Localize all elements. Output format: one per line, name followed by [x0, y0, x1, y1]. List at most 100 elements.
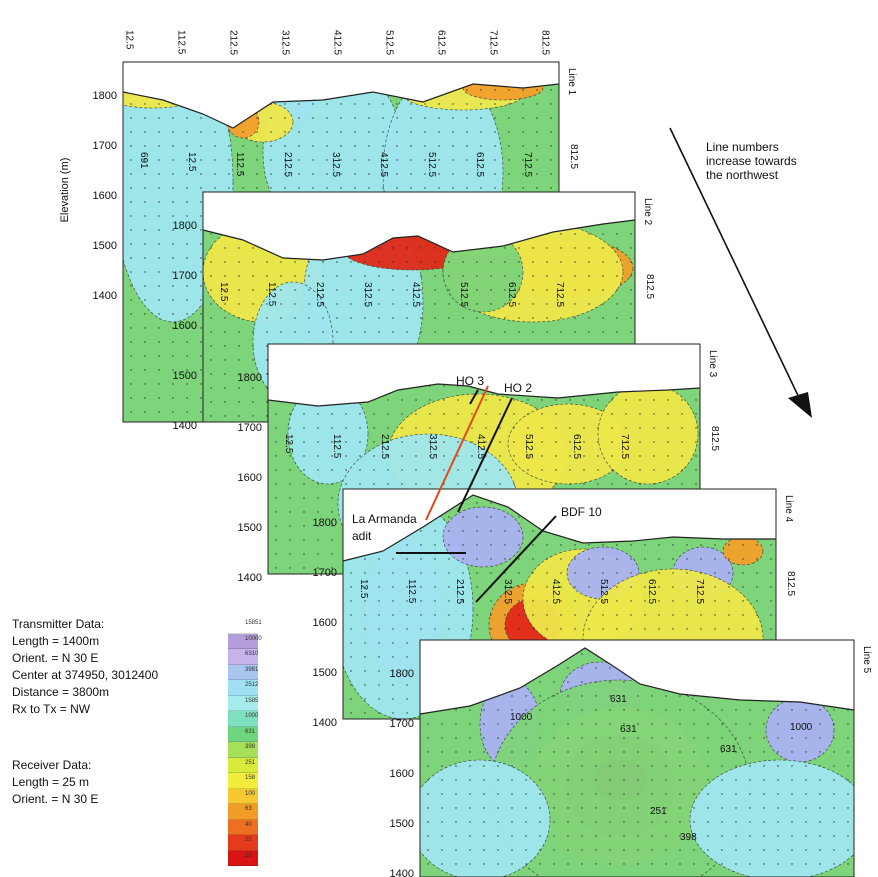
station-dot	[695, 469, 697, 471]
station-dot	[763, 821, 765, 823]
station-dot	[583, 413, 585, 415]
direction-arrow-head	[788, 392, 812, 418]
station-dot	[448, 516, 450, 518]
station-dot	[210, 289, 212, 291]
elevation-tick: 1500	[238, 522, 262, 534]
station-dot	[609, 751, 611, 753]
station-dot	[270, 145, 272, 147]
station-dot	[368, 131, 370, 133]
station-dot	[469, 709, 471, 711]
station-label: 512.5	[426, 152, 437, 177]
arrow-note-line-3: the northwest	[706, 168, 779, 182]
station-dot	[497, 737, 499, 739]
station-dot	[630, 247, 632, 249]
station-dot	[158, 341, 160, 343]
station-dot	[791, 779, 793, 781]
station-dot	[490, 600, 492, 602]
contour-region	[722, 536, 764, 566]
station-dot	[672, 614, 674, 616]
station-dot	[345, 441, 347, 443]
arrow-note-line-1: Line numbers	[706, 140, 779, 154]
station-dot	[158, 411, 160, 413]
station-dot	[373, 413, 375, 415]
station-dot	[359, 455, 361, 457]
station-dot	[406, 656, 408, 658]
station-dot	[345, 455, 347, 457]
station-dot	[508, 117, 510, 119]
station-dot	[298, 173, 300, 175]
station-dot	[303, 511, 305, 513]
station-dot	[522, 89, 524, 91]
station-dot	[527, 483, 529, 485]
station-dot	[214, 159, 216, 161]
station-dot	[144, 369, 146, 371]
station-dot	[200, 159, 202, 161]
station-dot	[466, 103, 468, 105]
station-dot	[623, 849, 625, 851]
elevation-tick: 1400	[390, 868, 414, 877]
station-dot	[602, 544, 604, 546]
station-dot	[728, 544, 730, 546]
station-dot	[847, 835, 849, 837]
station-dot	[686, 572, 688, 574]
station-dot	[539, 835, 541, 837]
station-dot	[434, 572, 436, 574]
station-dot	[569, 413, 571, 415]
air-mask	[203, 192, 635, 260]
station-dot	[401, 399, 403, 401]
station-dot	[513, 469, 515, 471]
station-dot	[200, 257, 202, 259]
station-dot	[574, 289, 576, 291]
station-dot	[847, 779, 849, 781]
elevation-tick: 1600	[238, 472, 262, 484]
station-dot	[455, 849, 457, 851]
station-dot	[546, 317, 548, 319]
station-dot	[158, 229, 160, 231]
station-dot	[749, 751, 751, 753]
station-dot	[672, 544, 674, 546]
station-dot	[415, 399, 417, 401]
station-dot	[536, 103, 538, 105]
station-dot	[452, 173, 454, 175]
station-dot	[158, 397, 160, 399]
top-axis-tick: 12.5	[123, 30, 134, 50]
station-dot	[144, 201, 146, 203]
station-dot	[289, 483, 291, 485]
topography-line	[267, 383, 701, 407]
station-dot	[252, 247, 254, 249]
station-dot	[630, 289, 632, 291]
station-dot	[172, 257, 174, 259]
station-dot	[527, 413, 529, 415]
legend-swatch: 1585	[228, 695, 258, 711]
station-dot	[480, 103, 482, 105]
station-dot	[469, 779, 471, 781]
station-dot	[616, 572, 618, 574]
station-dot	[284, 131, 286, 133]
legend-value: 398	[245, 744, 256, 750]
station-dot	[637, 807, 639, 809]
station-dot	[210, 317, 212, 319]
station-dot	[387, 483, 389, 485]
station-dot	[186, 299, 188, 301]
station-dot	[588, 614, 590, 616]
station-dot	[462, 289, 464, 291]
station-dot	[317, 427, 319, 429]
station-dot	[847, 765, 849, 767]
station-dot	[392, 303, 394, 305]
station-dot	[721, 737, 723, 739]
station-dot	[364, 712, 366, 714]
station-dot	[200, 215, 202, 217]
station-dot	[490, 516, 492, 518]
station-dot	[511, 835, 513, 837]
station-dot	[560, 233, 562, 235]
station-dot	[667, 469, 669, 471]
station-dot	[665, 751, 667, 753]
station-dot	[469, 737, 471, 739]
station-dot	[434, 600, 436, 602]
station-dot	[522, 187, 524, 189]
station-dot	[424, 159, 426, 161]
station-dot	[252, 261, 254, 263]
station-dot	[483, 723, 485, 725]
station-dot	[553, 821, 555, 823]
elevation-tick: 1400	[238, 572, 262, 584]
